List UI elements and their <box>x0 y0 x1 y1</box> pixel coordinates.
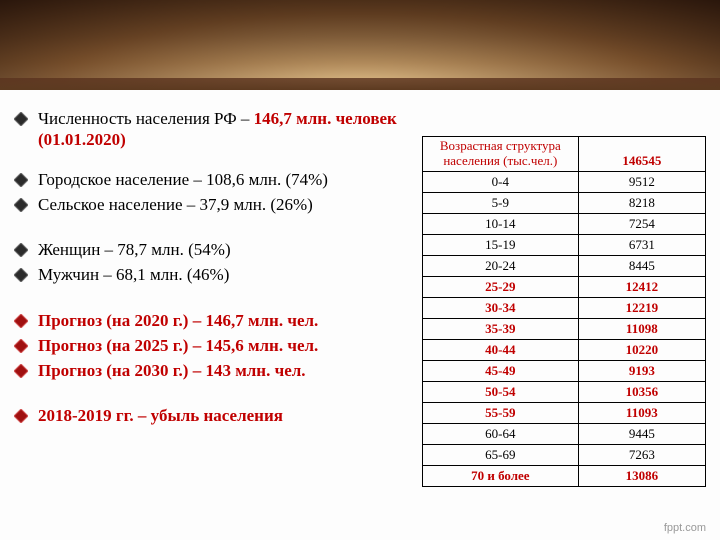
urban-text: Городское население – 108,6 млн. (74%) <box>38 169 328 190</box>
content-area: Численность населения РФ – 146,7 млн. че… <box>0 100 720 540</box>
headline-group: Численность населения РФ – 146,7 млн. че… <box>14 108 414 151</box>
table-cell-range: 20-24 <box>423 255 579 276</box>
table-row: 55-5911093 <box>423 402 706 423</box>
diamond-icon <box>14 198 28 212</box>
table-cell-value: 9512 <box>578 171 705 192</box>
decline-group: 2018-2019 гг. – убыль населения <box>14 405 414 426</box>
rural-text: Сельское население – 37,9 млн. (26%) <box>38 194 313 215</box>
table-cell-range: 65-69 <box>423 444 579 465</box>
table-cell-value: 9445 <box>578 423 705 444</box>
urban-bullet: Городское население – 108,6 млн. (74%) <box>14 169 414 190</box>
table-row: 70 и более13086 <box>423 465 706 486</box>
table-row: 5-98218 <box>423 192 706 213</box>
table-cell-range: 25-29 <box>423 276 579 297</box>
table-cell-value: 10220 <box>578 339 705 360</box>
forecast-2030-bullet: Прогноз (на 2030 г.) – 143 млн. чел. <box>14 360 414 381</box>
forecast-2030-text: Прогноз (на 2030 г.) – 143 млн. чел. <box>38 360 306 381</box>
table-cell-value: 8218 <box>578 192 705 213</box>
sex-group: Женщин – 78,7 млн. (54%) Мужчин – 68,1 м… <box>14 239 414 286</box>
decline-bullet: 2018-2019 гг. – убыль населения <box>14 405 414 426</box>
male-text: Мужчин – 68,1 млн. (46%) <box>38 264 229 285</box>
forecast-group: Прогноз (на 2020 г.) – 146,7 млн. чел. П… <box>14 310 414 382</box>
header-band <box>0 0 720 90</box>
table-cell-value: 9193 <box>578 360 705 381</box>
forecast-2020-text: Прогноз (на 2020 г.) – 146,7 млн. чел. <box>38 310 318 331</box>
male-bullet: Мужчин – 68,1 млн. (46%) <box>14 264 414 285</box>
table-cell-value: 12219 <box>578 297 705 318</box>
diamond-icon <box>14 112 28 126</box>
table-row: 35-3911098 <box>423 318 706 339</box>
table-cell-range: 55-59 <box>423 402 579 423</box>
table-cell-value: 11098 <box>578 318 705 339</box>
table-cell-range: 10-14 <box>423 213 579 234</box>
table-row: 0-49512 <box>423 171 706 192</box>
table-row: 50-5410356 <box>423 381 706 402</box>
female-bullet: Женщин – 78,7 млн. (54%) <box>14 239 414 260</box>
table-row: 10-147254 <box>423 213 706 234</box>
diamond-icon <box>14 173 28 187</box>
table-cell-value: 12412 <box>578 276 705 297</box>
diamond-icon <box>14 243 28 257</box>
right-column: Возрастная структура населения (тыс.чел.… <box>422 100 706 540</box>
table-cell-range: 15-19 <box>423 234 579 255</box>
headline-prefix: Численность населения РФ – <box>38 109 254 128</box>
table-header-label: Возрастная структура населения (тыс.чел.… <box>423 137 579 172</box>
table-cell-range: 50-54 <box>423 381 579 402</box>
footer-link: fppt.com <box>664 522 706 534</box>
table-body: 0-495125-9821810-14725415-19673120-24844… <box>423 171 706 486</box>
diamond-icon <box>14 268 28 282</box>
forecast-2025-bullet: Прогноз (на 2025 г.) – 145,6 млн. чел. <box>14 335 414 356</box>
table-cell-value: 6731 <box>578 234 705 255</box>
decline-text: 2018-2019 гг. – убыль населения <box>38 405 283 426</box>
table-row: 30-3412219 <box>423 297 706 318</box>
diamond-icon <box>14 409 28 423</box>
left-column: Численность населения РФ – 146,7 млн. че… <box>14 100 422 540</box>
table-cell-range: 30-34 <box>423 297 579 318</box>
diamond-icon <box>14 314 28 328</box>
table-row: 40-4410220 <box>423 339 706 360</box>
table-row: 60-649445 <box>423 423 706 444</box>
diamond-icon <box>14 364 28 378</box>
rural-bullet: Сельское население – 37,9 млн. (26%) <box>14 194 414 215</box>
table-cell-value: 13086 <box>578 465 705 486</box>
headline-text: Численность населения РФ – 146,7 млн. че… <box>38 108 414 151</box>
table-cell-range: 45-49 <box>423 360 579 381</box>
table-row: 20-248445 <box>423 255 706 276</box>
table-cell-value: 8445 <box>578 255 705 276</box>
table-cell-range: 0-4 <box>423 171 579 192</box>
table-header-row: Возрастная структура населения (тыс.чел.… <box>423 137 706 172</box>
table-cell-value: 7263 <box>578 444 705 465</box>
table-row: 65-697263 <box>423 444 706 465</box>
table-cell-value: 7254 <box>578 213 705 234</box>
urban-rural-group: Городское население – 108,6 млн. (74%) С… <box>14 169 414 216</box>
forecast-2020-bullet: Прогноз (на 2020 г.) – 146,7 млн. чел. <box>14 310 414 331</box>
age-structure-table: Возрастная структура населения (тыс.чел.… <box>422 136 706 487</box>
diamond-icon <box>14 339 28 353</box>
table-row: 45-499193 <box>423 360 706 381</box>
female-text: Женщин – 78,7 млн. (54%) <box>38 239 231 260</box>
table-row: 15-196731 <box>423 234 706 255</box>
headline-bullet: Численность населения РФ – 146,7 млн. че… <box>14 108 414 151</box>
table-row: 25-2912412 <box>423 276 706 297</box>
table-cell-range: 70 и более <box>423 465 579 486</box>
table-cell-range: 40-44 <box>423 339 579 360</box>
table-cell-value: 10356 <box>578 381 705 402</box>
table-header-total: 146545 <box>578 137 705 172</box>
table-cell-value: 11093 <box>578 402 705 423</box>
table-cell-range: 60-64 <box>423 423 579 444</box>
table-cell-range: 35-39 <box>423 318 579 339</box>
forecast-2025-text: Прогноз (на 2025 г.) – 145,6 млн. чел. <box>38 335 318 356</box>
table-cell-range: 5-9 <box>423 192 579 213</box>
